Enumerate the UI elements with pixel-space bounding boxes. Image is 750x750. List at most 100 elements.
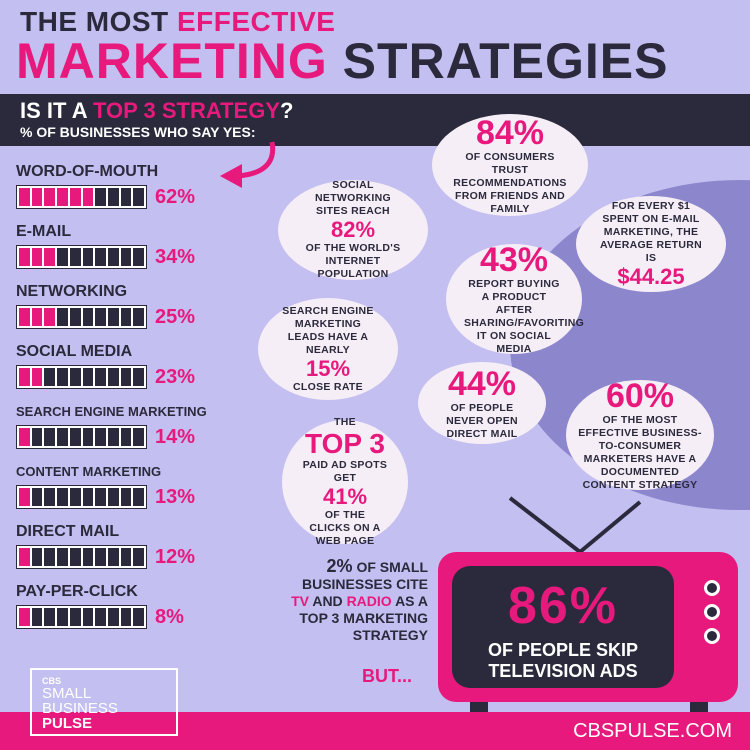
strategy-bar-line: 25% (16, 305, 216, 329)
bar-segment (19, 188, 30, 206)
strategy-row: CONTENT MARKETING 13% (16, 462, 216, 522)
title-line-1: THE MOST EFFECTIVE (20, 6, 336, 37)
strategy-bar (16, 545, 147, 569)
fact-search: SEARCH ENGINE MARKETING LEADS HAVE A NEA… (258, 298, 398, 400)
fact-content: 60% OF THE MOST EFFECTIVE BUSINESS-TO-CO… (566, 378, 714, 491)
strategy-percent: 12% (155, 545, 196, 568)
bar-segment (31, 308, 43, 326)
bar-segment (95, 308, 106, 326)
bar-segment (31, 428, 43, 446)
strategy-percent: 34% (155, 245, 196, 268)
bar-segment (31, 548, 43, 566)
bar-segment (107, 188, 119, 206)
strategy-bar (16, 605, 147, 629)
bar-segment (120, 488, 132, 506)
bar-segment (133, 488, 145, 506)
bar-segment (31, 368, 43, 386)
bar-segment (69, 308, 81, 326)
bar-segment (120, 248, 132, 266)
strategy-bar-line: 13% (16, 485, 216, 509)
bar-segment (31, 488, 43, 506)
bar-segment (82, 608, 94, 626)
bar-segment (82, 428, 94, 446)
bar-segment (120, 428, 132, 446)
strategy-bar (16, 305, 147, 329)
strategy-bar-line: 62% (16, 185, 216, 209)
tv-leg (690, 702, 708, 712)
fact-buying: 43% REPORT BUYING A PRODUCT AFTER SHARIN… (446, 242, 584, 355)
bar-segment (19, 608, 30, 626)
bar-segment (19, 428, 30, 446)
strategy-bar-line: 8% (16, 605, 216, 629)
bar-segment (133, 368, 145, 386)
strategy-percent: 13% (155, 485, 196, 508)
bar-segment (57, 608, 68, 626)
bar-segment (95, 248, 106, 266)
bar-segment (120, 368, 132, 386)
strategy-bar-line: 23% (16, 365, 216, 389)
site-url: CBSPULSE.COM (573, 720, 732, 742)
bar-segment (19, 308, 30, 326)
strategy-bar (16, 365, 147, 389)
strategy-row: E-MAIL 34% (16, 222, 216, 282)
bar-segment (57, 188, 68, 206)
question-band (0, 94, 750, 146)
fact-direct-mail: 44% OF PEOPLE NEVER OPEN DIRECT MAIL (418, 362, 546, 444)
title-line-2: MARKETING STRATEGIES (16, 33, 669, 89)
strategy-percent: 8% (155, 605, 184, 628)
strategy-label: PAY-PER-CLICK (16, 583, 138, 600)
bar-segment (44, 428, 56, 446)
bar-segment (69, 368, 81, 386)
strategy-percent: 23% (155, 365, 196, 388)
bar-segment (57, 368, 68, 386)
strategy-row: SEARCH ENGINE MARKETING 14% (16, 402, 216, 462)
bar-segment (120, 188, 132, 206)
bar-segment (44, 308, 56, 326)
bar-segment (82, 248, 94, 266)
bar-segment (82, 488, 94, 506)
question-heading: IS IT A TOP 3 STRATEGY? (20, 98, 294, 123)
strategy-percent: 14% (155, 425, 196, 448)
strategy-bar (16, 245, 147, 269)
bar-segment (31, 188, 43, 206)
but-text: BUT... (361, 666, 412, 686)
bar-segment (133, 548, 145, 566)
bar-segment (120, 548, 132, 566)
bar-segment (95, 608, 106, 626)
tv-knob-icon (704, 580, 720, 596)
bar-segment (82, 308, 94, 326)
bar-segment (133, 188, 145, 206)
strategy-bar (16, 425, 147, 449)
bar-segment (57, 248, 68, 266)
bar-segment (44, 188, 56, 206)
footer-band (0, 712, 750, 750)
strategy-label: DIRECT MAIL (16, 523, 120, 540)
strategy-bar (16, 185, 147, 209)
strategy-row: DIRECT MAIL 12% (16, 522, 216, 582)
tv-knob-icon (704, 604, 720, 620)
bar-segment (95, 188, 106, 206)
bar-segment (69, 488, 81, 506)
bar-segment (120, 308, 132, 326)
bar-segment (19, 548, 30, 566)
bar-segment (107, 608, 119, 626)
bar-segment (57, 548, 68, 566)
bar-segment (95, 488, 106, 506)
bar-segment (19, 488, 30, 506)
strategy-percent: 25% (155, 305, 196, 328)
bar-segment (95, 368, 106, 386)
bar-segment (120, 608, 132, 626)
strategy-label: E-MAIL (16, 223, 72, 240)
cbs-small-business-pulse-logo: CBS SMALL BUSINESS PULSE (30, 668, 178, 736)
strategy-label: SEARCH ENGINE MARKETING (16, 404, 207, 419)
tv-radio-note: 2% OF SMALL BUSINESSES CITE TV AND RADIO… (291, 556, 428, 643)
strategy-label: NETWORKING (16, 283, 128, 300)
bar-segment (133, 428, 145, 446)
bar-segment (133, 308, 145, 326)
bar-segment (107, 248, 119, 266)
bar-segment (82, 548, 94, 566)
bar-segment (107, 368, 119, 386)
bar-segment (82, 368, 94, 386)
bar-segment (133, 608, 145, 626)
